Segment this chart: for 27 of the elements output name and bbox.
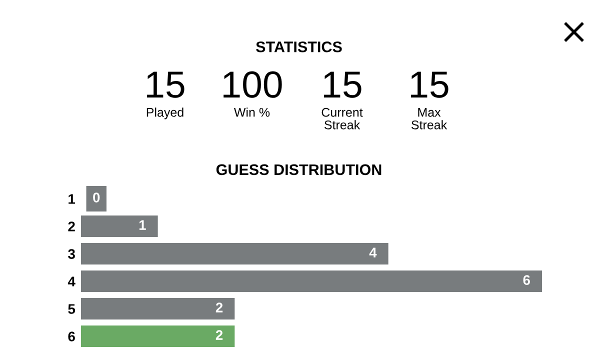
data-label: 1 [139, 220, 146, 230]
data-label: 15 [147, 72, 184, 98]
y-tick-label: 2 [68, 222, 75, 232]
data-label: 15 [411, 72, 448, 98]
data-label: 2 [216, 330, 223, 340]
bar [81, 243, 388, 264]
data-label: 100 [224, 71, 282, 98]
data-label: 6 [523, 275, 530, 285]
data-label: 0 [93, 192, 100, 202]
y-tick-label: 4 [68, 276, 76, 286]
category-label: Max Streak [412, 108, 448, 130]
bar [81, 326, 235, 347]
category-label: Played [146, 108, 184, 120]
text: STATISTICS [256, 41, 342, 52]
y-tick-label: 3 [68, 249, 75, 259]
category-label: Win % [234, 108, 270, 117]
bar [81, 298, 235, 320]
data-label: 2 [216, 302, 223, 312]
data-label: 15 [324, 72, 362, 98]
chart-title: GUESS DISTRIBUTION [216, 164, 382, 176]
y-tick-label: 5 [68, 304, 76, 314]
bar [81, 216, 158, 237]
y-tick-label: 1 [68, 194, 76, 204]
data-label: 4 [369, 248, 377, 258]
category-label: Current Streak [322, 108, 363, 130]
bar [81, 270, 542, 292]
y-tick-label: 6 [68, 332, 75, 342]
